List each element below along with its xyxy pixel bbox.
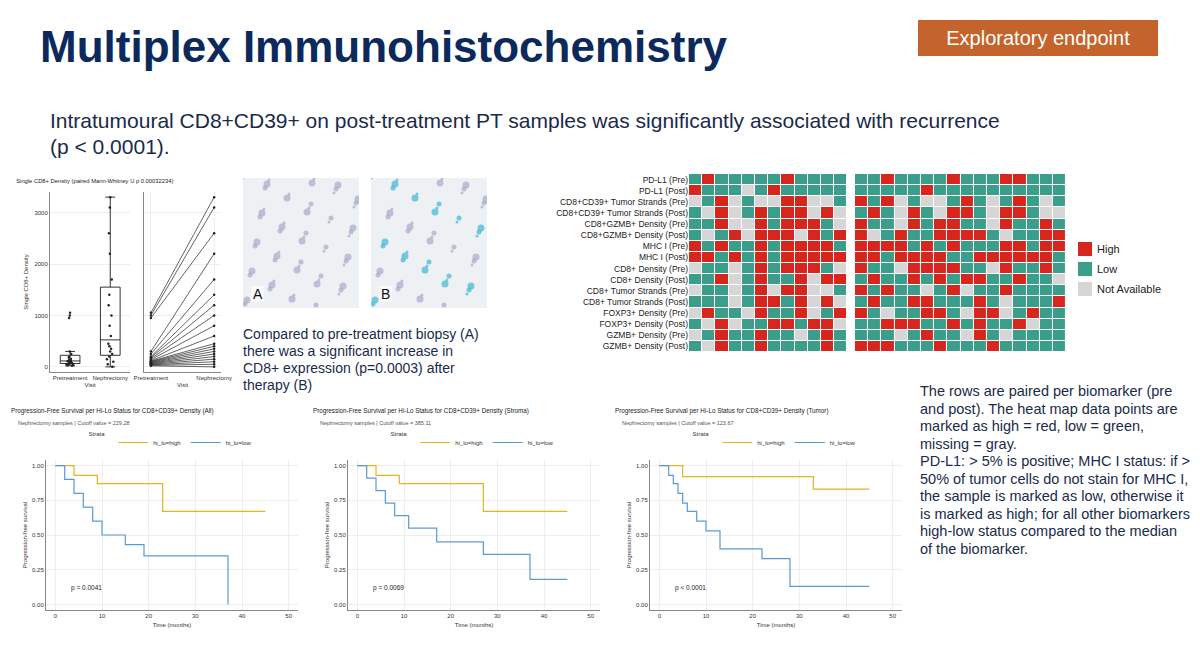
svg-text:0.00: 0.00 [636,602,648,608]
svg-text:CD8+ Density (Pre): CD8+ Density (Pre) [614,264,688,274]
svg-text:50: 50 [285,613,292,619]
svg-text:Progression-Free Survival per: Progression-Free Survival per Hi-Lo Stat… [11,407,214,415]
svg-text:0: 0 [44,364,48,370]
svg-text:0.25: 0.25 [32,567,44,573]
svg-text:CD8+GZMB+ Density (Post): CD8+GZMB+ Density (Post) [581,230,688,240]
svg-text:Progression-free survival: Progression-free survival [22,502,28,568]
svg-text:0.50: 0.50 [334,532,346,538]
svg-text:Single CD8+ Density: Single CD8+ Density [23,254,29,310]
svg-text:20: 20 [145,613,152,619]
svg-text:hi_lo=low: hi_lo=low [830,440,856,446]
svg-text:2000: 2000 [34,261,48,267]
html-text:Low: Low [1097,263,1118,275]
svg-text:CD8+ Density (Post): CD8+ Density (Post) [610,275,688,285]
html-text:B: B [381,286,391,302]
svg-text:CD8+ Tumor Strands (Post): CD8+ Tumor Strands (Post) [583,297,688,307]
svg-text:0: 0 [54,613,58,619]
svg-text:0.25: 0.25 [334,567,346,573]
svg-text:20: 20 [749,613,756,619]
svg-text:1.00: 1.00 [636,463,648,469]
svg-text:Single CD8+ Density (paired Ma: Single CD8+ Density (paired Mann-Whitney… [16,178,173,184]
svg-text:40: 40 [239,613,246,619]
svg-text:10: 10 [99,613,106,619]
svg-text:10: 10 [401,613,408,619]
svg-text:p < 0.0001: p < 0.0001 [675,584,706,592]
svg-text:Nephrectomy: Nephrectomy [196,375,232,381]
svg-text:Time (months): Time (months) [153,622,191,628]
svg-text:FOXP3+ Density (Post): FOXP3+ Density (Post) [599,319,688,329]
svg-text:GZMB+ Density (Post): GZMB+ Density (Post) [603,341,688,351]
svg-text:50: 50 [587,613,594,619]
html-text:Intratumoural CD8+CD39+ on pos: Intratumoural CD8+CD39+ on post-treatmen… [50,109,1000,158]
svg-text:Progression-Free Survival per: Progression-Free Survival per Hi-Lo Stat… [313,407,529,415]
svg-text:MHC I (Post): MHC I (Post) [639,252,688,262]
svg-text:0.50: 0.50 [636,532,648,538]
svg-text:1.00: 1.00 [32,463,44,469]
svg-text:40: 40 [843,613,850,619]
svg-text:Time (months): Time (months) [455,622,493,628]
svg-text:PD-L1 (Post): PD-L1 (Post) [639,186,688,196]
svg-text:30: 30 [192,613,199,619]
html-text:Multiplex Immunohistochemistry: Multiplex Immunohistochemistry [40,22,727,71]
svg-text:hi_lo=high: hi_lo=high [455,440,483,446]
svg-text:MHC I (Pre): MHC I (Pre) [643,241,689,251]
html-text:The rows are paired per biomar: The rows are paired per biomarker (pre a… [920,383,1178,452]
svg-text:hi_lo=low: hi_lo=low [226,440,252,446]
svg-text:CD8+CD39+ Tumor Strands (Post): CD8+CD39+ Tumor Strands (Post) [556,208,688,218]
html-text:High: High [1097,243,1120,255]
svg-text:0: 0 [658,613,662,619]
html-text:Exploratory endpoint: Exploratory endpoint [946,27,1130,49]
svg-text:1.00: 1.00 [334,463,346,469]
svg-text:Visit: Visit [85,382,97,388]
svg-text:30: 30 [494,613,501,619]
svg-text:GZMB+ Density (Pre): GZMB+ Density (Pre) [607,330,689,340]
svg-text:Pretreatment: Pretreatment [134,375,169,381]
html-text:Not Available: Not Available [1097,283,1161,295]
svg-text:0: 0 [356,613,360,619]
svg-text:0.00: 0.00 [334,602,346,608]
svg-text:CD8+GZMB+ Density (Pre): CD8+GZMB+ Density (Pre) [585,219,689,229]
svg-text:Strata: Strata [391,431,408,437]
svg-text:hi_lo=high: hi_lo=high [153,440,181,446]
svg-text:hi_lo=high: hi_lo=high [757,440,785,446]
svg-text:hi_lo=low: hi_lo=low [528,440,554,446]
svg-text:Pretreatment: Pretreatment [53,375,88,381]
svg-text:0.75: 0.75 [334,497,346,503]
svg-text:Strata: Strata [89,431,106,437]
svg-text:50: 50 [889,613,896,619]
html-text:Compared to pre-treatment biop: Compared to pre-treatment biopsy (A) the… [243,326,479,393]
svg-text:20: 20 [447,613,454,619]
html-text:A: A [253,286,263,302]
svg-text:0.50: 0.50 [32,532,44,538]
svg-text:Time (months): Time (months) [757,622,795,628]
svg-text:10: 10 [703,613,710,619]
svg-text:30: 30 [796,613,803,619]
svg-text:Nephrectomy samples | Cutoff v: Nephrectomy samples | Cutoff value = 229… [18,420,130,426]
svg-text:Strata: Strata [693,431,710,437]
svg-text:Nephrectomy: Nephrectomy [92,375,128,381]
svg-text:0.00: 0.00 [32,602,44,608]
svg-text:p = 0.0069: p = 0.0069 [373,584,404,592]
svg-text:CD8+ Tumor Strands (Pre): CD8+ Tumor Strands (Pre) [587,286,688,296]
svg-text:Progression-free survival: Progression-free survival [626,502,632,568]
svg-text:1000: 1000 [34,313,48,319]
html-text:PD-L1: > 5% is positive; MHC I: PD-L1: > 5% is positive; MHC I status: i… [920,453,1190,557]
svg-text:p = 0.0041: p = 0.0041 [71,584,102,592]
svg-text:3000: 3000 [34,210,48,216]
svg-text:Nephrectomy samples | Cutoff v: Nephrectomy samples | Cutoff value = 123… [622,420,734,426]
svg-text:0.75: 0.75 [32,497,44,503]
svg-text:Nephrectomy samples | Cutoff v: Nephrectomy samples | Cutoff value = 385… [320,420,431,426]
svg-text:FOXP3+ Density (Pre): FOXP3+ Density (Pre) [603,308,688,318]
svg-text:Progression-Free Survival per: Progression-Free Survival per Hi-Lo Stat… [615,407,829,415]
svg-text:40: 40 [541,613,548,619]
svg-text:PD-L1 (Pre): PD-L1 (Pre) [643,175,689,185]
svg-text:CD8+CD39+ Tumor Strands (Pre): CD8+CD39+ Tumor Strands (Pre) [560,197,688,207]
svg-text:Progression-free survival: Progression-free survival [324,502,330,568]
svg-text:Visit: Visit [177,382,189,388]
svg-text:0.75: 0.75 [636,497,648,503]
svg-text:0.25: 0.25 [636,567,648,573]
